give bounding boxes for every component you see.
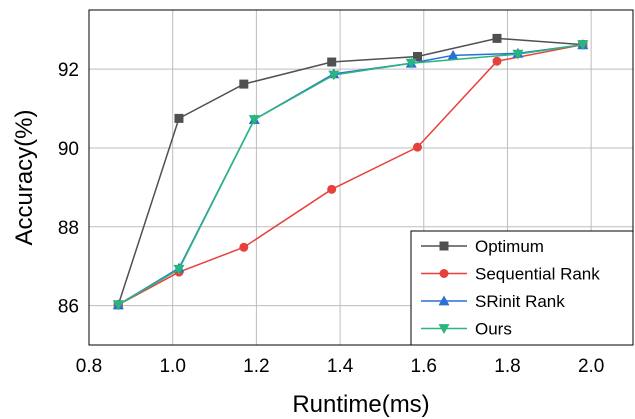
data-point — [327, 57, 337, 67]
data-point — [405, 58, 417, 69]
series-lines — [112, 33, 589, 311]
x-axis-label: Runtime(ms) — [292, 391, 429, 418]
data-point — [239, 242, 249, 252]
data-point — [412, 52, 422, 62]
legend-marker — [438, 295, 450, 306]
y-tick-label: 86 — [58, 297, 79, 318]
legend: Optimum Sequential Rank SRinit Rank Ours — [410, 230, 634, 346]
data-point — [412, 142, 422, 152]
grid — [88, 10, 633, 345]
data-point — [248, 115, 260, 126]
x-tick-label: 1.8 — [494, 356, 520, 377]
data-point — [328, 70, 340, 81]
series-ours — [112, 40, 589, 311]
legend-marker — [439, 241, 449, 251]
data-point — [327, 184, 337, 194]
data-point — [577, 40, 589, 51]
data-point — [173, 264, 185, 275]
legend-item: Sequential Rank — [421, 265, 600, 284]
data-point — [447, 49, 459, 60]
tick-labels: 0.8 1.0 1.2 1.4 1.6 1.8 2.0 86 88 90 92 — [58, 60, 605, 377]
y-tick-label: 88 — [58, 218, 79, 239]
data-point — [239, 79, 249, 89]
data-point — [512, 49, 524, 60]
x-tick-label: 1.2 — [243, 356, 269, 377]
legend-marker — [438, 324, 450, 334]
legend-label: Sequential Rank — [475, 265, 600, 284]
data-point — [492, 33, 502, 43]
x-tick-label: 0.8 — [76, 356, 102, 377]
y-tick-label: 90 — [58, 139, 79, 160]
data-point — [112, 300, 124, 311]
legend-label: Ours — [475, 320, 512, 339]
legend-item: SRinit Rank — [421, 292, 565, 311]
plot-frame — [88, 9, 634, 346]
data-point — [174, 113, 184, 123]
legend-item: Optimum — [421, 237, 544, 256]
legend-marker — [439, 269, 449, 278]
legend-label: SRinit Rank — [475, 292, 565, 311]
data-point — [492, 56, 502, 66]
legend-item: Ours — [421, 320, 512, 339]
legend-label: Optimum — [475, 237, 544, 256]
x-tick-label: 1.0 — [159, 356, 185, 377]
x-tick-label: 2.0 — [578, 356, 604, 377]
x-tick-label: 1.6 — [411, 356, 437, 377]
y-axis-label: Accuracy(%) — [11, 109, 38, 245]
y-tick-label: 92 — [58, 60, 79, 81]
x-tick-label: 1.4 — [327, 356, 354, 377]
